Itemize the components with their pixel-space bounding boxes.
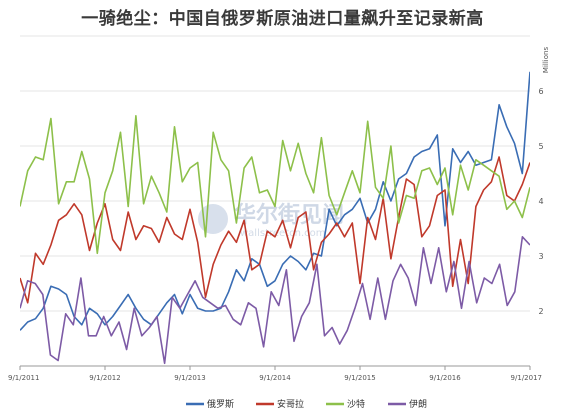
y-tick-label: 2 [538, 307, 543, 316]
y-tick-label: 4 [538, 197, 543, 206]
legend-label-1: 安哥拉 [277, 398, 304, 410]
watermark-text: 华尔街见闻 [234, 202, 344, 228]
axes-layer: 2 3 4 5 6 Millions 9/1/2011 9/1/2012 9/1/2013 9/1… [8, 47, 550, 382]
y-tick-label: 3 [538, 252, 543, 261]
x-tick-label: 9/1/2013 [174, 374, 205, 382]
y-axis-unit-label: Millions [542, 47, 550, 74]
series-line-0 [20, 71, 530, 331]
watermark-subtext: wallstreetcn.com [240, 228, 325, 239]
x-tick-label: 9/1/2014 [259, 374, 291, 382]
x-tick-label: 9/1/2017 [511, 374, 542, 382]
x-tick-label: 9/1/2015 [344, 374, 375, 382]
x-tick-label: 9/1/2016 [429, 374, 461, 382]
legend-label-2: 沙特 [347, 398, 365, 410]
series-layer [20, 71, 530, 365]
legend-label-3: 伊朗 [409, 398, 427, 410]
series-line-2 [20, 115, 530, 255]
y-tick-label: 5 [538, 142, 543, 151]
legend-label-0: 俄罗斯 [207, 398, 234, 410]
y-tick-label: 6 [538, 87, 543, 96]
series-line-3 [20, 236, 530, 365]
series-line-1 [20, 156, 530, 304]
chart-title: 一骑绝尘：中国自俄罗斯原油进口量飙升至记录新高 [81, 9, 484, 29]
legend: 俄罗斯 安哥拉 沙特 伊朗 [186, 398, 427, 410]
x-tick-label: 9/1/2011 [8, 374, 39, 382]
x-tick-label: 9/1/2012 [89, 374, 120, 382]
